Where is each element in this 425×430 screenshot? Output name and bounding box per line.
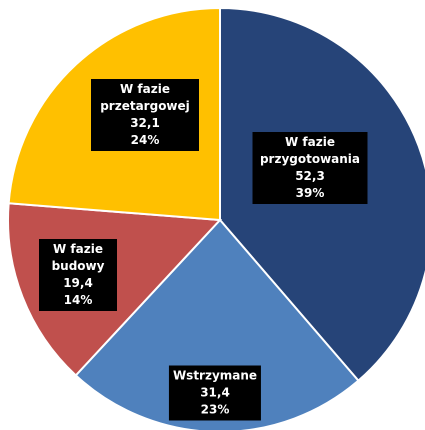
percent-label: 14% [63, 293, 93, 307]
percent-label: 23% [200, 402, 230, 417]
value-label: 19,4 [63, 276, 93, 290]
slice-name: W fazie budowy [51, 242, 105, 273]
slice-name: Wstrzymane [172, 368, 258, 383]
value-label: 52,3 [295, 169, 325, 183]
data-label: W fazie budowy 19,4 14% [39, 239, 117, 311]
value-label: 31,4 [200, 385, 230, 400]
data-label: Wstrzymane 31,4 23% [168, 365, 262, 421]
data-label: W fazie przetargowej 32,1 24% [91, 79, 199, 151]
value-label: 32,1 [130, 116, 160, 130]
slice-name: W fazie przetargowej [100, 82, 190, 113]
percent-label: 24% [130, 133, 160, 147]
pie-slice [74, 218, 360, 430]
percent-label: 39% [295, 186, 325, 200]
data-label: W fazie przygotowania 52,3 39% [252, 132, 368, 204]
slice-name: W fazie przygotowania [259, 135, 361, 166]
